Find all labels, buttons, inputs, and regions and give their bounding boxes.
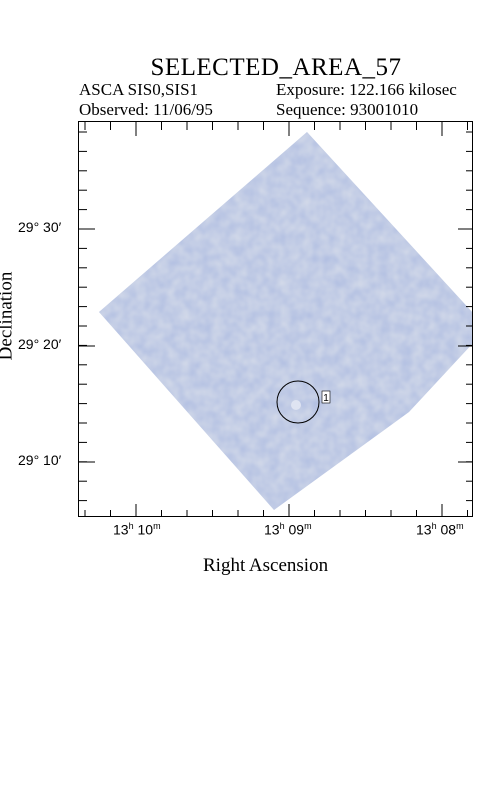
source-circle[interactable]	[276, 380, 320, 424]
y-tick-label-1: 29° 30′	[18, 219, 62, 235]
y-axis-title: Declination	[0, 271, 17, 361]
axis-ticks	[79, 122, 472, 516]
source-spot	[291, 400, 301, 410]
sky-image: 1	[79, 122, 472, 516]
x-tick-label-3: 13h 08m	[416, 521, 464, 538]
y-tick-label-2: 29° 20′	[18, 336, 62, 352]
exposure-region-texture	[99, 132, 472, 510]
image-title: SELECTED_AREA_57	[150, 54, 402, 81]
y-tick-label-3: 29° 10′	[18, 452, 62, 468]
sequence-label: Sequence: 93001010	[276, 100, 419, 119]
instrument-label: ASCA SIS0,SIS1	[79, 80, 199, 99]
x-tick-label-1: 13h 10m	[113, 521, 161, 538]
source-label-box	[321, 390, 331, 404]
exposure-label: Exposure: 122.166 kilosec	[276, 80, 457, 99]
x-tick-label-2: 13h 09m	[264, 521, 312, 538]
sky-image-frame: 1	[78, 121, 473, 517]
x-axis-title: Right Ascension	[203, 555, 329, 576]
source-label: 1	[323, 393, 329, 404]
observed-date-label: Observed: 11/06/95	[79, 100, 213, 119]
